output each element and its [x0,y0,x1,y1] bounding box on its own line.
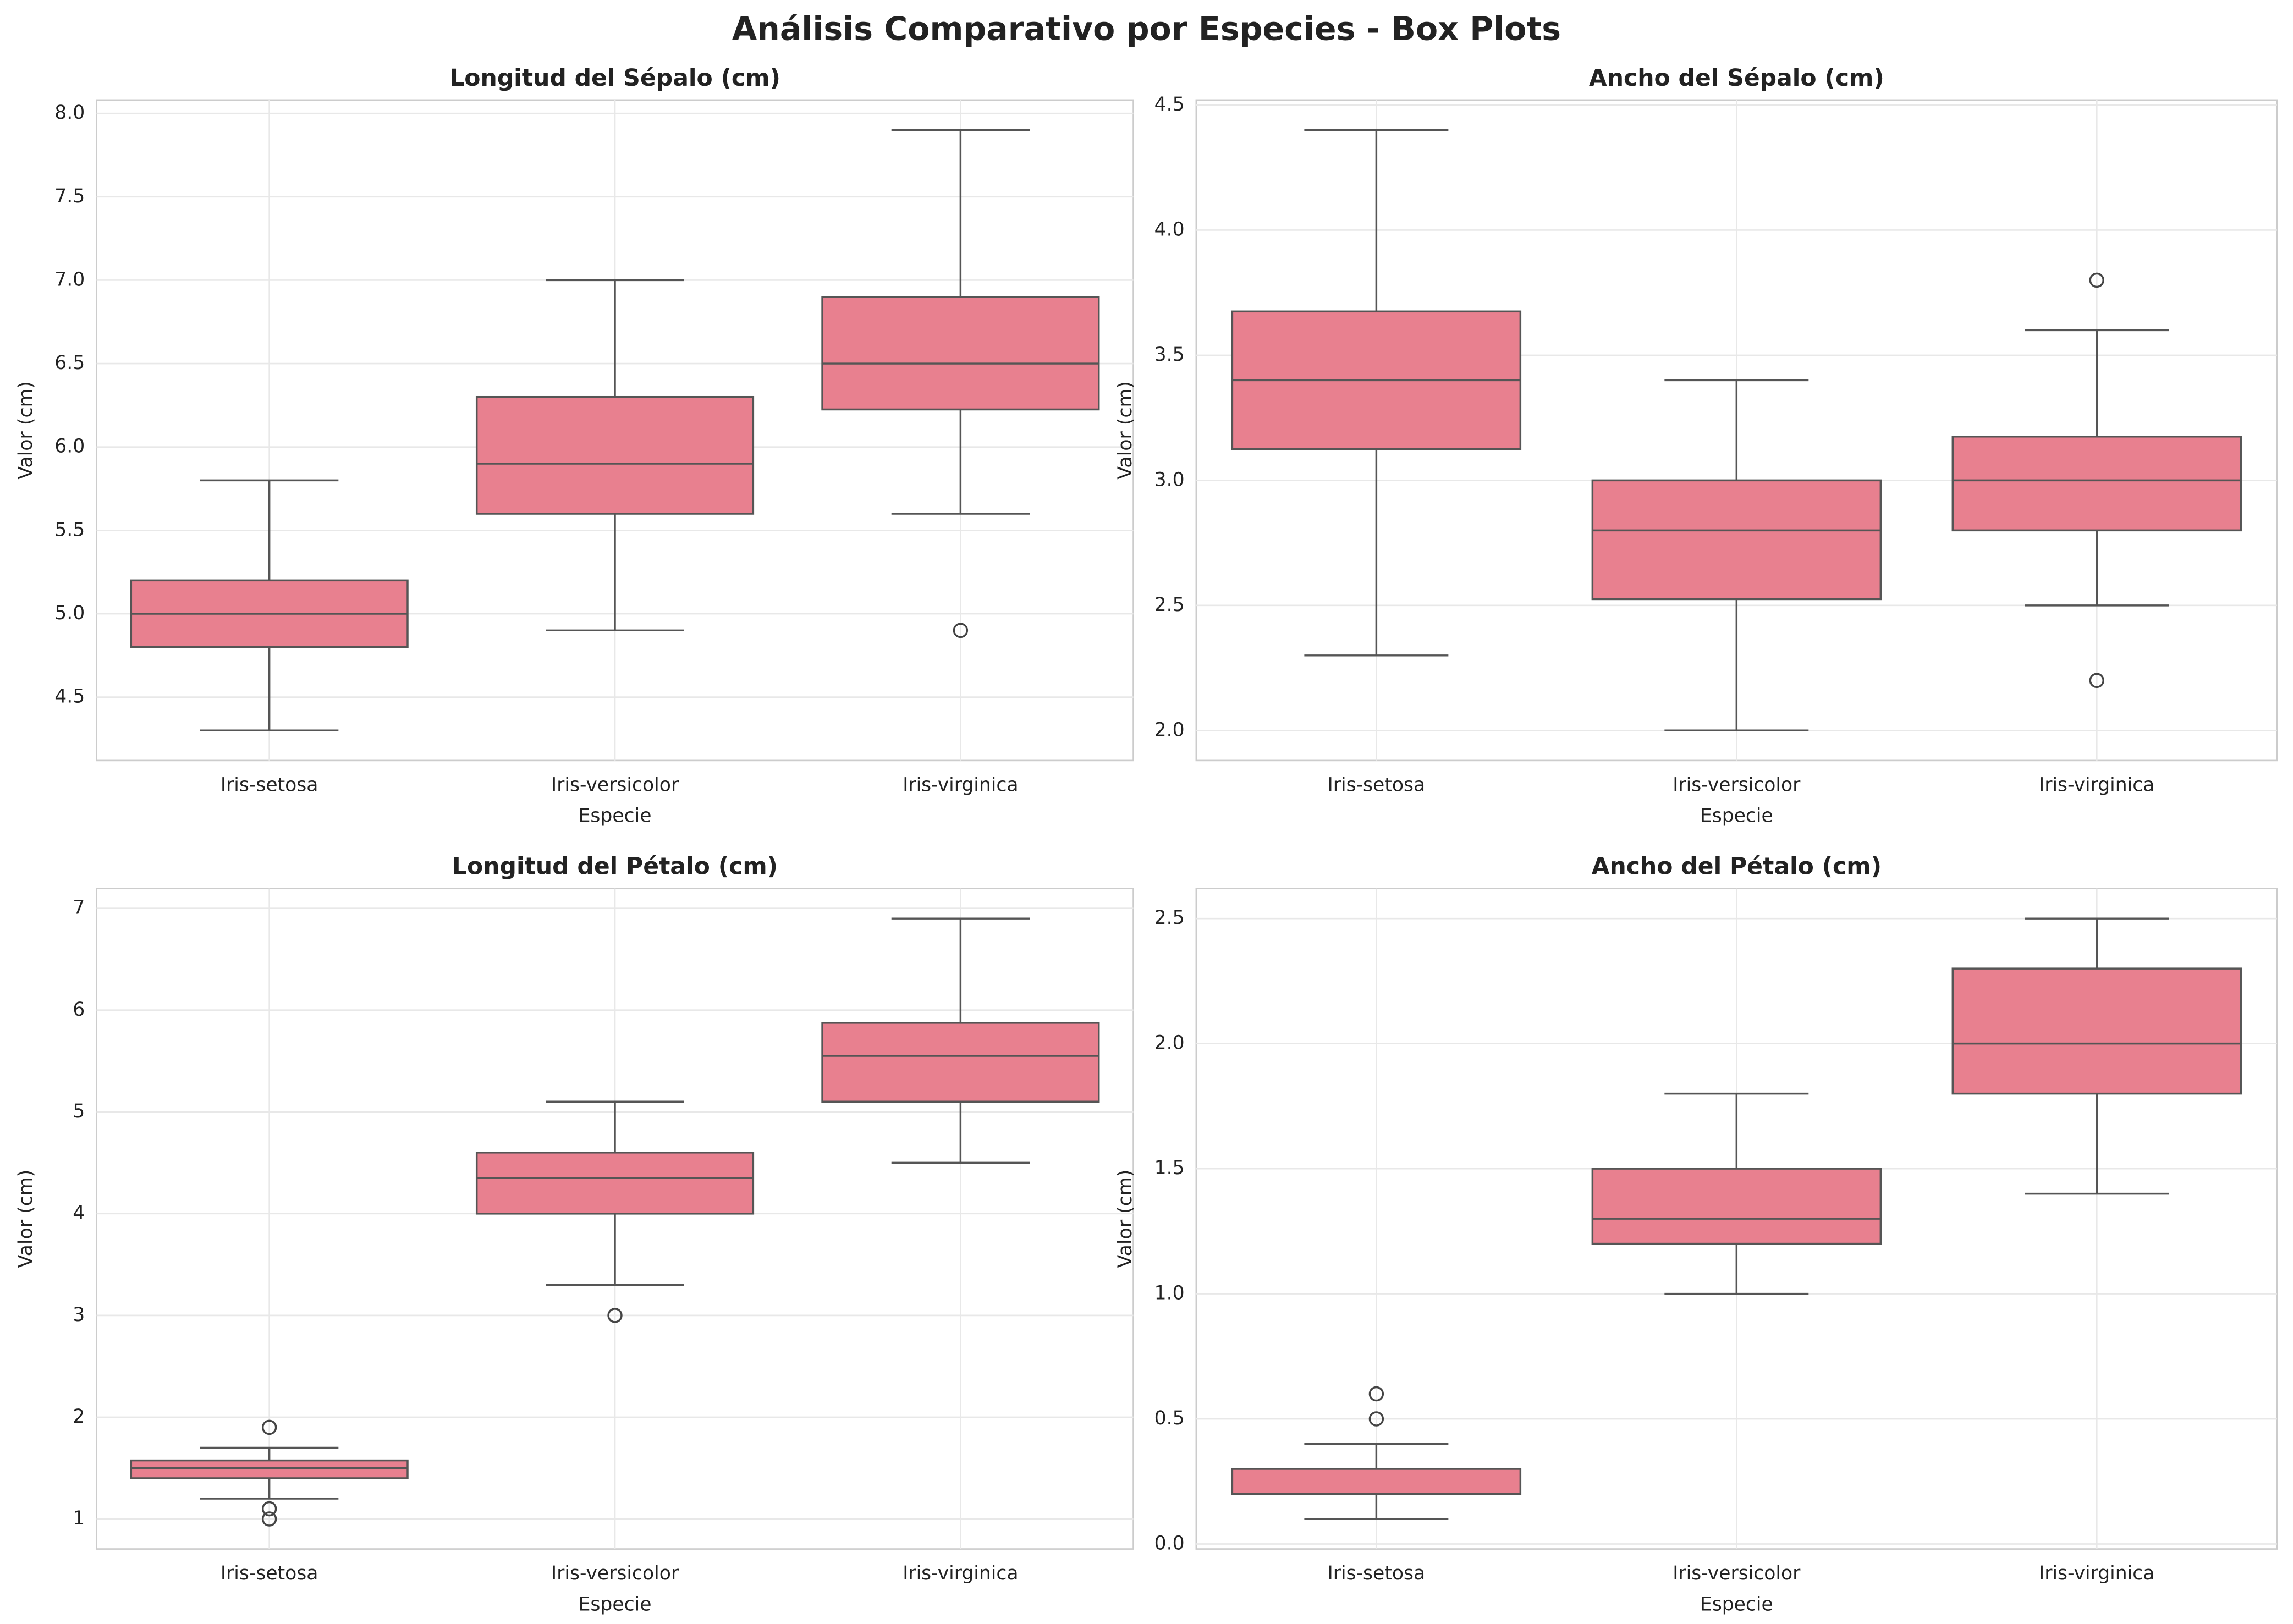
y-tick-label: 0.0 [1154,1532,1185,1554]
outlier [1368,1386,1384,1402]
x-tick-label: Iris-virginica [903,1562,1018,1584]
outlier [261,1501,277,1517]
y-tick-label: 4 [73,1202,85,1224]
suptitle: Análisis Comparativo por Especies - Box … [732,10,1561,47]
y-tick-label: 4.5 [1154,93,1185,115]
y-tick-label: 5 [73,1100,85,1122]
y-tick-label: 7.0 [54,268,85,290]
panel-title: Ancho del Pétalo (cm) [1592,853,1882,880]
y-tick-label: 0.5 [1154,1407,1185,1429]
y-tick-label: 8.0 [54,102,85,124]
y-tick-label: 6.0 [54,436,85,458]
x-tick-label: Iris-setosa [1328,1562,1426,1584]
y-tick-label: 4.5 [54,686,85,708]
box [475,395,755,515]
panel-title: Ancho del Sépalo (cm) [1589,64,1884,92]
box [1231,1468,1522,1495]
box [1591,1168,1882,1245]
panel-title: Longitud del Pétalo (cm) [452,853,778,880]
y-tick-label: 6.5 [54,352,85,374]
box [130,1459,409,1479]
panel-title: Longitud del Sépalo (cm) [449,64,780,92]
outlier [2089,673,2104,689]
y-axis-label: Valor (cm) [15,381,37,480]
y-tick-label: 5.0 [54,602,85,624]
y-axis-label: Valor (cm) [1114,381,1136,480]
outlier [2089,272,2104,288]
box [821,296,1100,411]
box [1951,967,2242,1095]
box [1951,436,2242,532]
y-tick-label: 4.0 [1154,218,1185,240]
x-tick-label: Iris-versicolor [1673,1562,1801,1584]
y-tick-label: 7 [73,897,85,919]
outlier [953,623,969,638]
x-axis-label: Especie [579,1593,652,1615]
y-tick-label: 2.0 [1154,1032,1185,1054]
y-tick-label: 1 [73,1507,85,1529]
x-tick-label: Iris-setosa [221,774,318,796]
outlier [1368,1411,1384,1427]
x-tick-label: Iris-virginica [2039,774,2154,796]
outlier [261,1511,277,1527]
x-axis-label: Especie [1700,805,1773,827]
x-tick-label: Iris-setosa [221,1562,318,1584]
y-tick-label: 3.5 [1154,344,1185,366]
y-tick-label: 3 [73,1304,85,1326]
x-tick-label: Iris-virginica [903,774,1018,796]
outlier [261,1419,277,1435]
outlier [607,1308,623,1323]
x-tick-label: Iris-versicolor [551,1562,679,1584]
box [475,1152,755,1215]
box [1591,479,1882,601]
x-tick-label: Iris-versicolor [1673,774,1801,796]
y-tick-label: 2.5 [1154,907,1185,929]
y-tick-label: 2 [73,1406,85,1428]
x-tick-label: Iris-setosa [1328,774,1426,796]
y-tick-label: 5.5 [54,519,85,541]
box [821,1022,1100,1103]
y-tick-label: 3.0 [1154,469,1185,491]
y-axis-label: Valor (cm) [15,1170,37,1268]
x-tick-label: Iris-virginica [2039,1562,2154,1584]
x-axis-label: Especie [1700,1593,1773,1615]
x-axis-label: Especie [579,805,652,827]
y-tick-label: 7.5 [54,185,85,207]
y-tick-label: 2.5 [1154,594,1185,616]
x-tick-label: Iris-versicolor [551,774,679,796]
y-tick-label: 2.0 [1154,719,1185,741]
y-axis-label: Valor (cm) [1114,1170,1136,1268]
y-tick-label: 6 [73,999,85,1021]
y-tick-label: 1.5 [1154,1157,1185,1179]
y-tick-label: 1.0 [1154,1282,1185,1304]
